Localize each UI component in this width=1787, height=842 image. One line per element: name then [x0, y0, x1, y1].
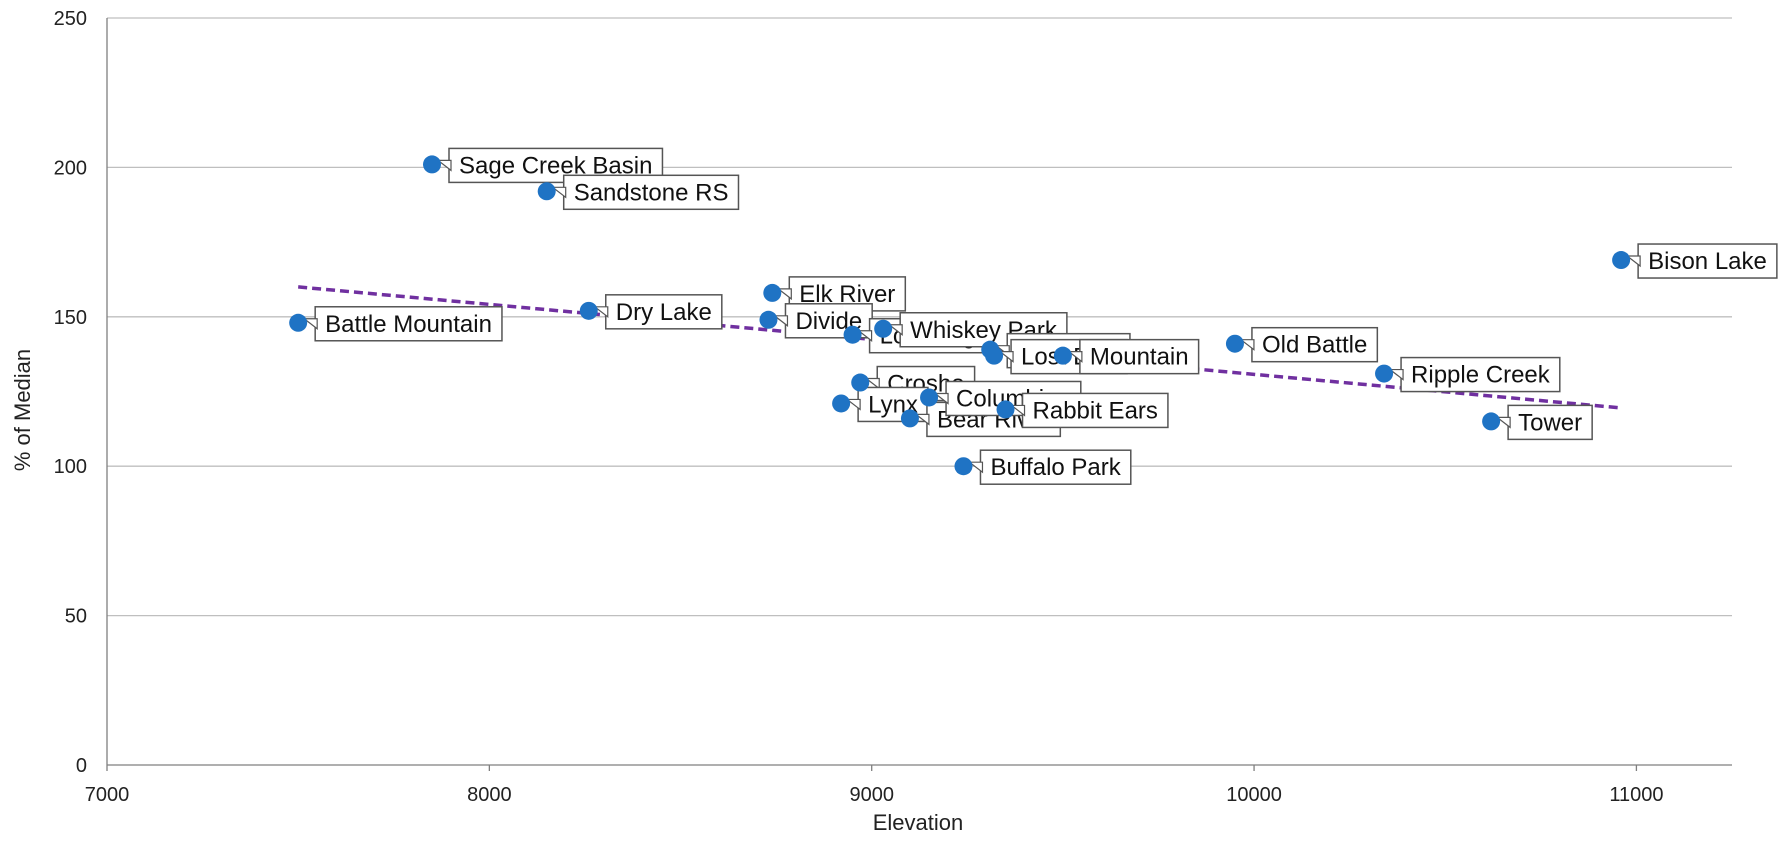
data-point — [1225, 334, 1244, 353]
point-label-pointer — [933, 392, 949, 405]
y-tick-label: 200 — [54, 157, 87, 179]
point-label-pointer — [1239, 339, 1255, 351]
point-label-box — [1637, 243, 1778, 279]
data-point — [289, 313, 308, 332]
point-label: Sandstone RS — [550, 174, 740, 211]
x-tick-label: 10000 — [1226, 784, 1282, 806]
data-point — [851, 373, 870, 392]
point-label-text: Old Battle — [1262, 332, 1367, 359]
point-label-pointer — [593, 306, 609, 319]
point-label-text: Dry Lake — [616, 299, 712, 326]
data-point — [900, 409, 919, 428]
point-label: Old Battle — [1239, 326, 1379, 363]
point-label: Buffalo Park — [967, 449, 1132, 485]
point-label-pointer — [914, 413, 930, 426]
point-label-box — [899, 312, 1068, 348]
point-label-pointer — [864, 377, 880, 390]
point-label-pointer — [967, 461, 984, 474]
data-point — [1612, 251, 1631, 270]
y-tick-label: 0 — [76, 755, 87, 777]
axes — [106, 18, 1732, 771]
y-tick-label: 250 — [54, 8, 87, 30]
data-point — [423, 155, 441, 174]
point-label-pointer — [772, 315, 789, 328]
y-tick-label: 50 — [65, 606, 87, 628]
point-label-box — [1079, 338, 1200, 375]
data-points — [289, 155, 1631, 476]
point-label-pointer — [1495, 416, 1511, 429]
x-axis-title: Elevation — [873, 810, 964, 835]
data-point — [920, 388, 939, 407]
x-tick-label: 11000 — [1609, 784, 1663, 806]
point-label-text: Mountain — [1090, 344, 1189, 371]
point-label: Dry Lake — [593, 294, 723, 330]
point-label-text: Battle Mountain — [325, 311, 492, 338]
point-label-pointer — [998, 351, 1014, 363]
data-point — [759, 310, 778, 329]
point-label-box — [562, 174, 740, 211]
point-label-pointer — [1067, 351, 1083, 363]
data-point — [1482, 412, 1501, 431]
point-label-pointer — [550, 186, 567, 199]
data-point — [996, 400, 1015, 419]
x-tick-label: 9000 — [849, 784, 894, 806]
point-label-box — [314, 306, 503, 342]
point-label-box — [605, 294, 723, 330]
point-label-box — [1507, 404, 1593, 441]
data-point — [1375, 364, 1394, 383]
point-label: Battle Mountain — [302, 306, 503, 342]
data-point — [832, 394, 851, 413]
point-label: Tower — [1495, 404, 1593, 441]
data-point — [843, 325, 862, 344]
tick-labels: 0 50 100 150 200 250 7000 8000 9000 10000 11000 — [54, 8, 1664, 806]
data-point — [537, 182, 556, 201]
point-label-pointer — [1388, 368, 1404, 381]
point-label-pointer — [1009, 404, 1026, 417]
point-label-pointer — [302, 318, 318, 330]
point-label-box — [1400, 356, 1561, 393]
point-label-pointer — [845, 398, 861, 411]
point-label-pointer — [776, 288, 792, 301]
point-label: Rabbit Ears — [1009, 392, 1169, 429]
data-point — [874, 319, 893, 338]
point-label-pointer — [1625, 255, 1641, 268]
point-label-text: Sandstone RS — [574, 179, 729, 206]
data-point — [763, 283, 782, 302]
point-label-text: Ripple Creek — [1411, 362, 1551, 389]
point-label-text: Rabbit Ears — [1033, 397, 1158, 424]
data-point — [954, 457, 973, 476]
data-point — [579, 301, 598, 320]
point-label: Mountain — [1067, 338, 1200, 375]
data-point — [985, 346, 1004, 365]
x-tick-label: 7000 — [85, 784, 130, 806]
point-label-pointer — [436, 159, 452, 172]
y-axis-title: % of Median — [10, 349, 35, 471]
point-label-text: Tower — [1518, 409, 1582, 436]
point-label: Bison Lake — [1625, 243, 1778, 279]
point-label: Ripple Creek — [1388, 356, 1561, 393]
point-label-text: Buffalo Park — [990, 454, 1121, 481]
x-tick-label: 8000 — [467, 784, 512, 806]
point-label-text: Bison Lake — [1648, 248, 1767, 275]
point-label-box — [1021, 392, 1169, 429]
data-point — [1053, 346, 1072, 365]
point-label-pointer — [887, 324, 903, 336]
y-tick-label: 100 — [54, 456, 87, 478]
point-label-pointer — [856, 330, 873, 342]
y-tick-label: 150 — [54, 307, 87, 329]
